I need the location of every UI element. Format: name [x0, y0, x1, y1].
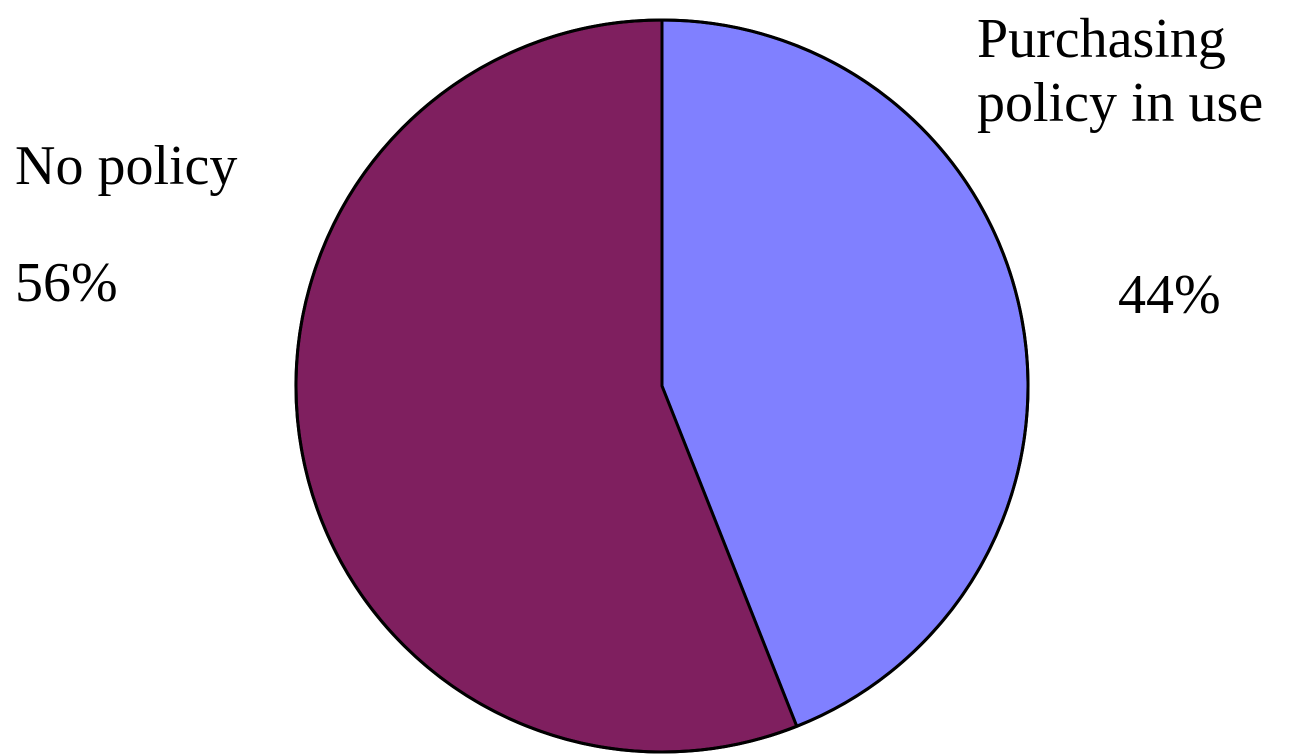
slice-value-no-policy: 56% — [15, 252, 118, 314]
slice-label-purchasing-policy-line2: policy in use — [977, 72, 1264, 134]
pie-outline — [294, 18, 1030, 754]
slice-value-purchasing-policy: 44% — [1118, 264, 1221, 326]
pie-slices — [294, 18, 1030, 754]
slice-label-no-policy: No policy — [15, 135, 238, 197]
slice-label-purchasing-policy-line1: Purchasing — [977, 8, 1226, 70]
